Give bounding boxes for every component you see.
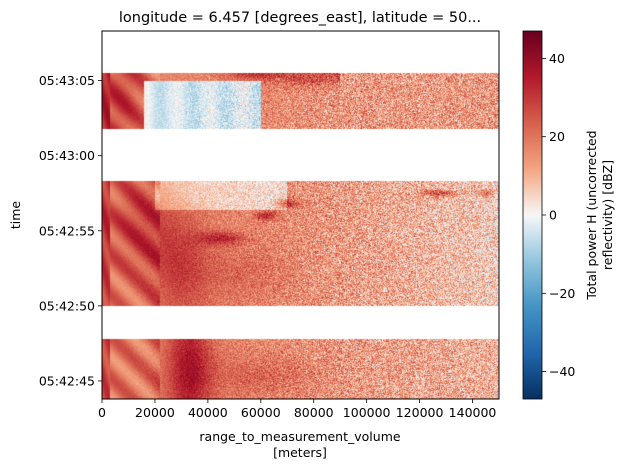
chart-title: longitude = 6.457 [degrees_east], latitu… [119,10,481,26]
x-tick-label: 120000 [396,405,444,420]
x-axis-unit: [meters] [273,445,327,460]
colorbar-label-line2: reflectivity) [dBZ] [600,160,615,270]
colorbar-tick-label: 40 [549,51,565,66]
colorbar-tick-label: −40 [549,364,575,379]
colorbar-tick-label: 20 [549,129,565,144]
colorbar-axis: −40 −20 0 20 40 [542,51,575,379]
y-axis-label: time [8,201,23,230]
colorbar-label-line1: Total power H (uncorrected [584,130,599,300]
colorbar-tick-label: −20 [549,286,575,301]
heatmap-area [102,31,499,399]
x-tick-label: 20000 [135,405,175,420]
y-tick-label: 05:43:00 [39,148,95,163]
x-tick-label: 0 [98,405,106,420]
y-tick-label: 05:42:50 [39,298,95,313]
plot-frame [101,30,500,400]
x-tick-label: 40000 [188,405,228,420]
colorbar [522,30,543,400]
y-tick-label: 05:42:45 [39,373,95,388]
y-axis: 05:42:45 05:42:50 05:42:55 05:43:00 05:43:05 [39,73,102,388]
x-tick-label: 60000 [241,405,281,420]
x-axis: 0 20000 40000 60000 80000 100000 120000 140000 [98,399,496,420]
heatmap-image [102,31,499,399]
x-tick-label: 140000 [449,405,497,420]
y-tick-label: 05:43:05 [39,73,95,88]
x-axis-label: range_to_measurement_volume [199,429,400,444]
y-tick-label: 05:42:55 [39,223,95,238]
x-tick-label: 100000 [343,405,391,420]
x-tick-label: 80000 [294,405,334,420]
colorbar-tick-label: 0 [549,208,557,223]
